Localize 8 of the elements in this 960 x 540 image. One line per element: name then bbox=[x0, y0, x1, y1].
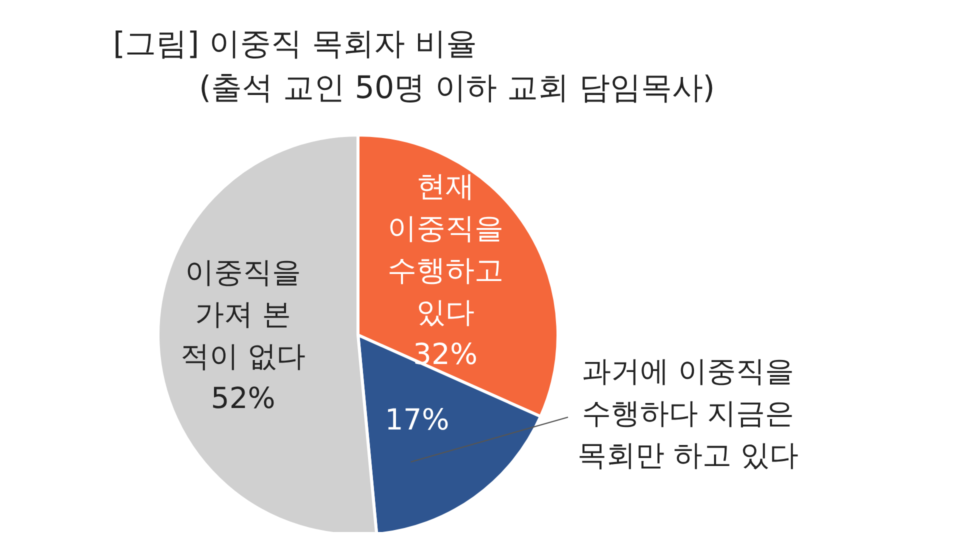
data-label: 17% bbox=[384, 402, 450, 436]
slice-label: 과거에 이중직을 수행하다 지금은 목회만 하고 있다 bbox=[577, 354, 799, 472]
chart-subtitle: (출석 교인 50명 이하 교회 담임목사) bbox=[199, 69, 715, 108]
slice-label: 이중직을 가져 본 적이 없다 bbox=[180, 255, 306, 374]
chart-title: [그림] 이중직 목회자 비율 bbox=[113, 25, 478, 64]
data-label: 32% bbox=[413, 337, 478, 372]
data-label: 52% bbox=[210, 381, 276, 416]
slice-label: 현재 이중직을 수행하고 있다 bbox=[387, 169, 504, 330]
